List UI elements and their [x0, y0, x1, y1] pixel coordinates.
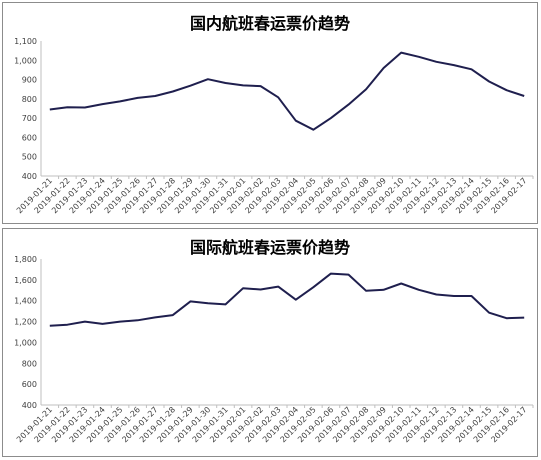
domestic-fare-chart-panel: 国内航班春运票价趋势 400 500 600 700 800 900 1,000 1,100 … — [2, 2, 538, 224]
series-line-international-fare — [49, 272, 525, 327]
y-tick-label: 900 — [22, 76, 37, 85]
y-tick-label: 600 — [22, 380, 37, 389]
x-tick-labels: 2019-01-212019-01-222019-01-232019-01-24… — [15, 176, 534, 215]
y-tick-labels: 400 500 600 700 800 900 1,000 1,100 — [14, 37, 37, 181]
y-tick-label: 800 — [22, 95, 37, 104]
international-fare-chart: 国际航班春运票价趋势 400 600 800 1,000 1,200 1,400 1,600… — [14, 238, 534, 444]
y-tick-labels: 400 600 800 1,000 1,200 1,400 1,600 1,800 — [14, 255, 37, 410]
y-tick-label: 1,600 — [14, 276, 37, 285]
y-tick-label: 1,100 — [14, 37, 37, 46]
y-tick-label: 1,000 — [14, 338, 37, 347]
y-tick-label: 1,000 — [14, 56, 37, 65]
y-tick-label: 600 — [22, 133, 37, 142]
series-line-domestic-fare — [49, 51, 525, 131]
domestic-fare-chart: 国内航班春运票价趋势 4005006007008009001,0001,100 … — [14, 14, 534, 215]
international-fare-chart-panel: 国际航班春运票价趋势 400 600 800 1,000 1,200 1,400 1,600… — [2, 228, 538, 457]
y-tick-label: 400 — [22, 401, 37, 410]
chart-title: 国内航班春运票价趋势 — [190, 14, 350, 33]
y-tick-label: 400 — [22, 172, 37, 181]
y-tick-label: 500 — [22, 153, 37, 162]
chart-title: 国际航班春运票价趋势 — [190, 238, 350, 257]
y-tick-label: 700 — [22, 114, 37, 123]
y-tick-label: 1,200 — [14, 318, 37, 327]
y-tick-label: 1,400 — [14, 297, 37, 306]
y-tick-label: 1,800 — [14, 255, 37, 264]
y-tick-label: 800 — [22, 359, 37, 368]
x-tick-labels: 2019-01-212019-01-222019-01-232019-01-24… — [15, 405, 534, 444]
